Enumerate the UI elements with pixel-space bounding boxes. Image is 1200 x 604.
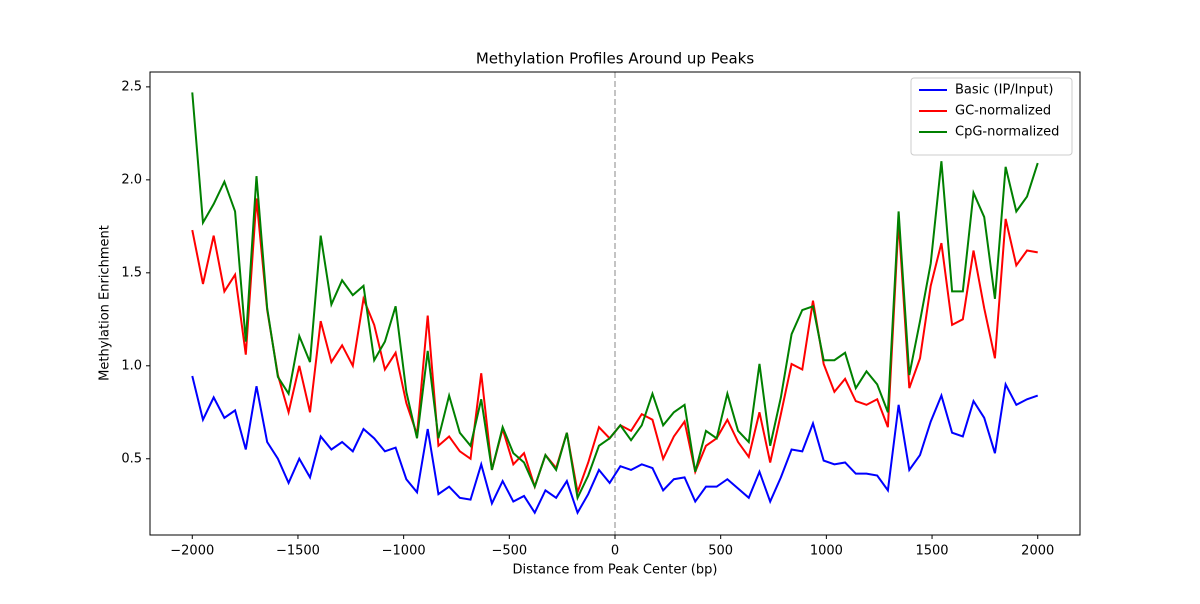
- x-tick-label: −1500: [276, 544, 320, 559]
- x-tick-label: 500: [708, 544, 733, 559]
- y-axis-label: Methylation Enrichment: [98, 225, 113, 381]
- legend-label: CpG-normalized: [955, 125, 1059, 140]
- chart-title: Methylation Profiles Around up Peaks: [476, 50, 755, 68]
- legend-label: Basic (IP/Input): [955, 83, 1053, 98]
- y-tick-label: 1.0: [121, 358, 142, 373]
- y-tick-label: 2.5: [121, 79, 142, 94]
- y-tick-label: 0.5: [121, 451, 142, 466]
- x-tick-label: −2000: [170, 544, 214, 559]
- legend: Basic (IP/Input) GC-normalized CpG-normali…: [910, 77, 1073, 156]
- series-line: [191, 92, 1039, 502]
- x-tick-label: −1000: [382, 544, 426, 559]
- plot-frame: [149, 71, 1081, 536]
- x-tick-label: 0: [611, 544, 619, 559]
- legend-label: GC-normalized: [955, 104, 1051, 119]
- x-tick-label: 1500: [915, 544, 948, 559]
- x-tick-label: 2000: [1021, 544, 1054, 559]
- x-tick-label: −500: [491, 544, 527, 559]
- y-tick-label: 1.5: [121, 265, 142, 280]
- y-tick-label: 2.0: [121, 172, 142, 187]
- legend-box: [910, 77, 1073, 156]
- series-line: [191, 375, 1039, 516]
- x-tick-label: 1000: [810, 544, 843, 559]
- x-axis-label: Distance from Peak Center (bp): [513, 563, 718, 578]
